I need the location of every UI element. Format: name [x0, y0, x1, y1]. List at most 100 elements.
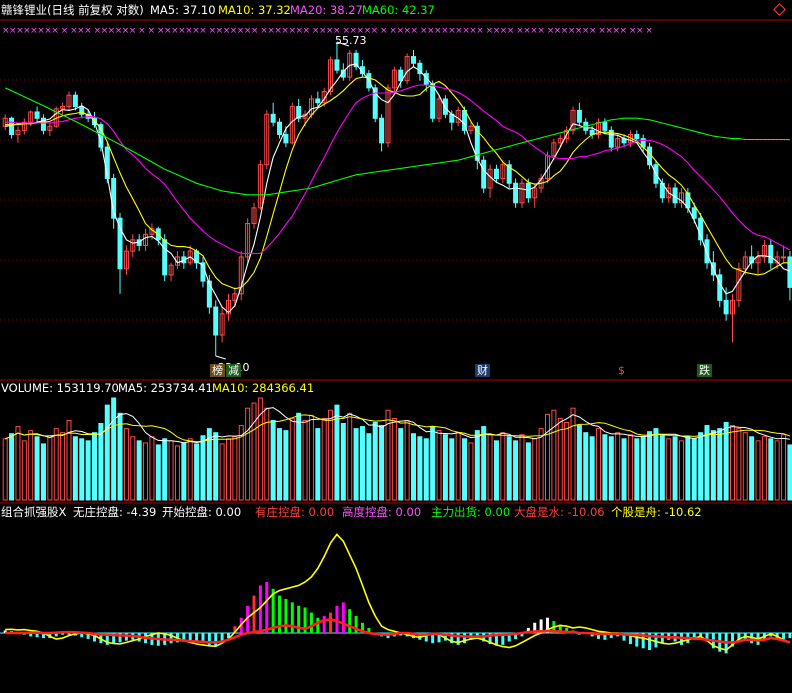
candle-body-96: [615, 138, 621, 148]
volume-bar-86: [551, 409, 557, 501]
candle-body-99: [634, 133, 640, 140]
volume-bar-116: [742, 432, 748, 501]
volume-bar-11: [72, 436, 78, 501]
event-marker-3[interactable]: 财: [475, 364, 490, 377]
candle-body-95: [608, 129, 614, 148]
candle-body-26: [168, 264, 174, 276]
indicator-bar-76: [488, 633, 492, 645]
volume-bar-66: [423, 438, 429, 501]
volume-bar-52: [334, 404, 340, 501]
volume-bar-87: [557, 417, 563, 501]
indicator-bar-50: [322, 616, 326, 633]
volume-bar-37: [238, 425, 244, 501]
volume-bar-76: [487, 434, 493, 501]
volume-bar-93: [596, 428, 602, 501]
candle-body-74: [474, 125, 480, 161]
candle-body-50: [321, 91, 327, 104]
volume-bar-117: [749, 436, 755, 501]
volume-bar-34: [219, 443, 225, 501]
volume-bar-75: [481, 426, 487, 501]
volume-bar-33: [213, 432, 219, 501]
volume-bar-68: [436, 430, 442, 501]
indicator-bar-66: [424, 633, 428, 642]
indicator-bar-68: [437, 633, 441, 643]
volume-bar-80: [513, 440, 519, 501]
volume-bar-64: [411, 433, 417, 501]
candle-body-55: [353, 52, 359, 68]
candle-body-69: [442, 98, 448, 115]
candle-body-59: [379, 117, 385, 144]
ma20-line: [5, 84, 791, 254]
indicator-bar-26: [169, 633, 173, 644]
event-marker-5[interactable]: 跌: [697, 364, 712, 377]
volume-bar-7: [47, 435, 53, 501]
candle-body-41: [264, 113, 270, 166]
indicator-bar-100: [641, 633, 645, 649]
indicator-bar-0: [3, 630, 7, 633]
candle-body-90: [576, 109, 582, 123]
candle-body-34: [219, 313, 225, 336]
indicator-bar-13: [86, 633, 90, 639]
candle-body-36: [232, 293, 238, 301]
indicator-bar-45: [290, 602, 294, 633]
indicator-bar-109: [699, 633, 703, 637]
volume-bar-69: [442, 434, 448, 501]
volume-bar-21: [136, 440, 142, 501]
event-marker-4[interactable]: $: [618, 364, 625, 377]
candle-body-116: [742, 256, 748, 270]
volume-bar-83: [532, 438, 538, 501]
volume-bar-26: [168, 440, 174, 501]
candle-body-78: [500, 164, 506, 180]
indicator-bar-19: [124, 633, 128, 641]
candle-body-1: [9, 117, 15, 135]
indicator-bar-122: [782, 633, 786, 639]
volume-bar-73: [468, 442, 474, 501]
volume-bar-105: [672, 436, 678, 501]
candle-body-9: [60, 106, 66, 110]
indicator-bar-36: [233, 626, 237, 633]
candle-body-62: [398, 69, 404, 82]
indicator-bar-108: [692, 633, 696, 640]
candle-body-25: [162, 239, 168, 276]
volume-bar-12: [79, 438, 85, 501]
volume-bar-1: [9, 433, 15, 501]
volume-bar-46: [296, 412, 302, 501]
indicator-bar-41: [265, 582, 269, 633]
event-marker-1[interactable]: 榜: [210, 364, 225, 377]
indicator-bar-47: [303, 607, 307, 633]
candle-body-43: [277, 121, 283, 135]
candle-body-19: [123, 250, 129, 270]
volume-bar-123: [787, 444, 792, 501]
volume-bar-4: [28, 430, 34, 501]
volume-bar-36: [232, 436, 238, 501]
volume-bar-98: [627, 434, 633, 501]
indicator-bar-28: [182, 633, 186, 642]
volume-bar-95: [608, 436, 614, 501]
indicator-bar-102: [654, 633, 658, 648]
volume-bar-15: [98, 423, 104, 501]
candle-body-38: [245, 222, 251, 258]
candle-body-52: [334, 59, 340, 71]
volume-bar-103: [659, 435, 665, 501]
candle-body-12: [79, 106, 85, 115]
indicator-f7: 个股是舟: -10.62: [611, 505, 702, 519]
indicator-bar-8: [54, 633, 58, 637]
candle-body-108: [691, 207, 697, 219]
volume-bar-27: [174, 445, 180, 501]
indicator-bar-35: [226, 633, 230, 639]
indicator-bar-17: [112, 633, 116, 645]
volume-bar-107: [685, 436, 691, 501]
indicator-bar-38: [246, 605, 250, 633]
candle-body-67: [430, 83, 436, 119]
indicator-bar-39: [252, 595, 256, 633]
candle-body-75: [481, 159, 487, 189]
candle-body-118: [755, 256, 761, 264]
indicator-bar-71: [456, 633, 460, 645]
event-marker-2[interactable]: 减: [226, 364, 241, 377]
volume-bar-23: [149, 436, 155, 501]
ma60-label: MA60: 42.37: [362, 3, 435, 17]
volume-bar-91: [583, 432, 589, 501]
volume-bar-81: [519, 434, 525, 501]
